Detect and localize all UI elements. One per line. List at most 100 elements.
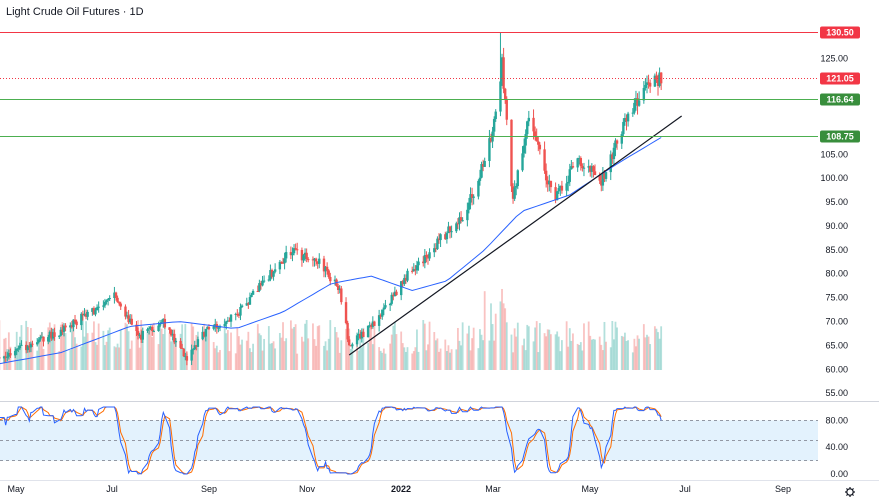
- candle-body: [294, 248, 297, 250]
- ascending-trendline[interactable]: [348, 115, 683, 356]
- candle-body: [593, 171, 597, 176]
- volume-bar: [93, 321, 95, 370]
- volume-bar: [532, 341, 535, 370]
- candle-body: [147, 328, 151, 330]
- candle-body: [368, 325, 371, 327]
- volume-bar: [203, 323, 206, 370]
- candle-body: [214, 324, 217, 327]
- volume-bar: [61, 322, 64, 370]
- candle-body: [26, 345, 29, 351]
- candle-body: [106, 299, 110, 301]
- volume-bar: [535, 321, 538, 370]
- candle-body: [157, 325, 160, 332]
- volume-bar: [47, 327, 50, 370]
- volume-bar: [115, 347, 117, 370]
- candle-body: [634, 98, 638, 103]
- candle-body: [171, 333, 174, 336]
- candle-body: [515, 186, 518, 188]
- volume-bar: [135, 325, 138, 370]
- candle-body: [0, 357, 1, 359]
- volume-bar: [554, 334, 557, 370]
- volume-bar: [458, 340, 461, 370]
- candle-body: [555, 191, 559, 201]
- candle-body: [184, 356, 187, 358]
- candle-body: [295, 249, 299, 251]
- time-tick-label: Jul: [106, 484, 118, 494]
- price-level-badge: [820, 72, 860, 85]
- candle-body: [653, 75, 657, 87]
- volume-bar: [64, 333, 67, 370]
- time-tick-label: May: [581, 484, 599, 494]
- volume-bar: [534, 327, 537, 370]
- volume-bar: [113, 346, 116, 370]
- chart-title: Light Crude Oil Futures · 1D: [6, 6, 144, 18]
- candle-body: [124, 306, 127, 317]
- candle-body: [426, 257, 430, 259]
- volume-bar: [598, 336, 601, 370]
- volume-bar: [138, 347, 141, 370]
- volume-bar: [434, 340, 437, 370]
- candle-body: [633, 102, 636, 113]
- volume-bar: [605, 341, 607, 370]
- volume-bar: [449, 352, 451, 370]
- candle-body: [598, 175, 601, 181]
- candle-body: [404, 277, 408, 281]
- volume-bar: [379, 350, 382, 370]
- time-tick-label: Sep: [201, 484, 217, 494]
- volume-bar: [91, 332, 94, 370]
- volume-bar: [63, 326, 65, 370]
- candle-body: [503, 88, 507, 99]
- volume-bar: [658, 338, 661, 370]
- candle-body: [340, 288, 343, 303]
- candle-body: [488, 138, 491, 162]
- volume-bar: [578, 345, 581, 370]
- volume-bar: [466, 333, 469, 370]
- volume-bar: [461, 322, 464, 370]
- candle-body: [357, 333, 360, 336]
- candle-body: [258, 283, 261, 292]
- candle-body: [39, 337, 42, 340]
- volume-bar: [267, 326, 270, 370]
- candle-body: [135, 324, 138, 332]
- volume-bar: [393, 322, 396, 370]
- price-tick-label: 125.00: [820, 54, 848, 64]
- gear-icon[interactable]: [845, 487, 855, 497]
- volume-bar: [646, 334, 648, 370]
- volume-bar: [208, 328, 210, 370]
- candle-body: [535, 136, 538, 142]
- volume-bar: [260, 335, 262, 370]
- volume-bar: [345, 328, 347, 370]
- candle-body: [80, 313, 83, 326]
- volume-bar: [505, 322, 508, 370]
- volume-bar: [401, 343, 404, 370]
- time-tick-label: Mar: [485, 484, 501, 494]
- candle-body: [622, 121, 625, 135]
- candle-body: [393, 291, 397, 297]
- candle-body: [95, 307, 99, 311]
- candle-body: [546, 180, 549, 185]
- candle-body: [516, 170, 519, 187]
- candle-body: [532, 117, 535, 132]
- candle-body: [494, 111, 497, 119]
- candle-body: [470, 194, 474, 198]
- volume-bar: [105, 341, 108, 370]
- candle-body: [83, 313, 86, 316]
- candle-body: [195, 345, 198, 347]
- volume-bar: [184, 323, 187, 370]
- candle-body: [565, 183, 568, 191]
- candle-body: [366, 325, 370, 338]
- volume-bar: [368, 326, 371, 370]
- volume-bar: [447, 345, 450, 370]
- candle-body: [31, 343, 34, 345]
- volume-bar: [316, 326, 319, 370]
- candle-body: [119, 303, 122, 307]
- volume-bar: [39, 334, 42, 370]
- candle-body: [336, 285, 340, 291]
- volume-bar: [159, 323, 162, 370]
- volume-bar: [261, 350, 264, 370]
- candle-body: [557, 188, 560, 192]
- candle-body: [289, 252, 293, 256]
- volume-bar: [223, 320, 226, 370]
- candle-body: [70, 325, 74, 328]
